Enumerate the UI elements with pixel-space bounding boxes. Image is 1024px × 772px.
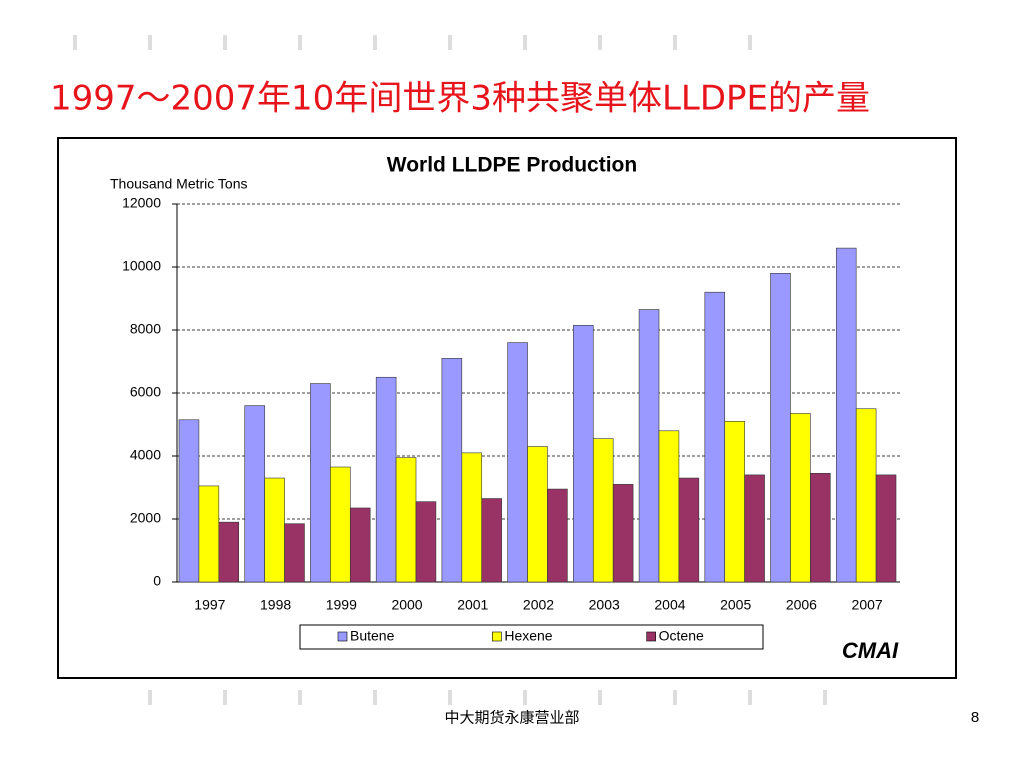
x-tick-label: 2006 [786,597,817,613]
y-axis-label: Thousand Metric Tons [110,176,247,192]
bar [178,419,200,583]
logo: CMAI [842,638,899,663]
bar [527,446,548,583]
y-tick-label: 2000 [130,510,161,526]
bar [441,358,463,583]
bar [744,474,765,583]
x-tick-label: 2001 [457,597,488,613]
page-number: 8 [971,709,979,726]
bar [658,430,680,583]
x-tick-label: 2003 [589,597,620,613]
legend-swatch [492,631,502,642]
x-tick-label: 2002 [523,597,554,613]
bar [395,457,417,583]
x-tick-label: 2004 [654,597,685,613]
legend-swatch [646,631,656,642]
bar [375,376,397,583]
chart-frame [57,137,957,679]
bar [855,408,877,583]
bar [810,473,831,583]
bar [592,438,614,583]
bar [415,501,437,583]
legend-label: Hexene [504,628,552,644]
bar [770,272,791,583]
bar [330,466,351,583]
slide-title: 1997～2007年10年间世界3种共聚单体LLDPE的产量 [50,79,870,119]
x-tick-label: 2007 [852,597,883,613]
bar [198,485,220,583]
bar [481,498,502,583]
legend-label: Octene [659,628,704,644]
y-tick-label: 8000 [130,321,161,337]
bar [612,484,634,583]
bar [349,507,371,583]
x-tick-label: 2005 [720,597,751,613]
legend-box [299,624,764,650]
bar [547,488,568,583]
decoration [73,35,827,705]
bar [244,405,265,583]
bar [835,247,857,583]
bar [790,413,811,583]
y-tick-label: 12000 [122,195,161,211]
bar [507,342,528,583]
bar [264,477,285,583]
y-tick-label: 4000 [130,447,161,463]
footer: 中大期货永康营业部 [444,709,579,727]
bar [678,477,700,583]
y-tick-label: 0 [153,573,161,589]
bar [310,383,331,583]
bar [461,452,483,583]
bar [704,291,726,583]
bar [875,474,897,583]
x-tick-label: 1998 [260,597,291,613]
bar [218,521,240,583]
x-tick-label: 2000 [391,597,422,613]
chart-title: World LLDPE Production [387,154,637,177]
x-tick-label: 1999 [326,597,357,613]
legend-label: Butene [350,628,395,644]
bar [724,421,745,583]
bar [573,324,594,583]
x-tick-label: 1997 [194,597,225,613]
y-tick-label: 10000 [122,258,161,274]
bar [284,523,305,583]
bar [638,309,660,583]
y-tick-label: 6000 [130,384,161,400]
legend-swatch [337,631,348,642]
